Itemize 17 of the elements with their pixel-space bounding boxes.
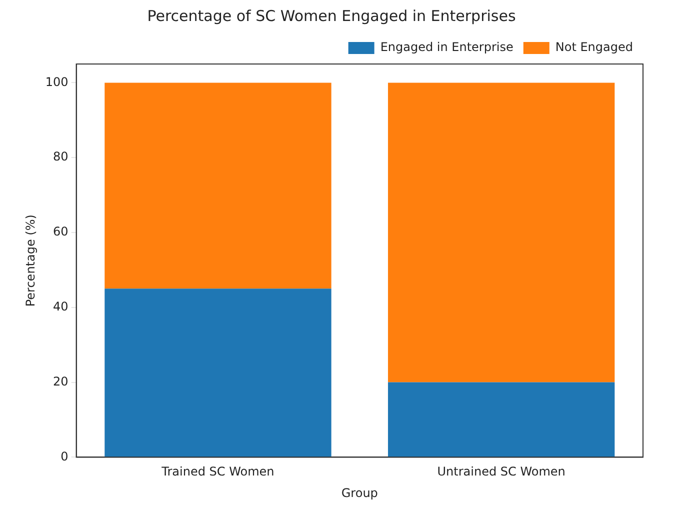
bar [104,288,332,457]
bar [104,82,332,289]
legend-label: Not Engaged [555,40,634,54]
chart-title: Percentage of SC Women Engaged in Enterprises [147,6,516,25]
y-tick-label: 80 [53,150,68,164]
legend-label: Engaged in Enterprise [380,40,514,54]
bar [388,382,615,457]
y-tick-label: 100 [45,74,68,89]
y-axis-title: Percentage (%) [23,214,38,307]
bar [388,82,615,382]
y-tick-label: 60 [53,224,68,239]
y-tick-label: 0 [60,449,68,464]
y-tick-label: 40 [53,300,68,314]
x-axis-title: Group [341,486,378,500]
x-tick-label: Trained SC Women [160,464,274,479]
y-tick-label: 20 [53,374,68,388]
x-tick-label: Untrained SC Women [437,464,566,479]
